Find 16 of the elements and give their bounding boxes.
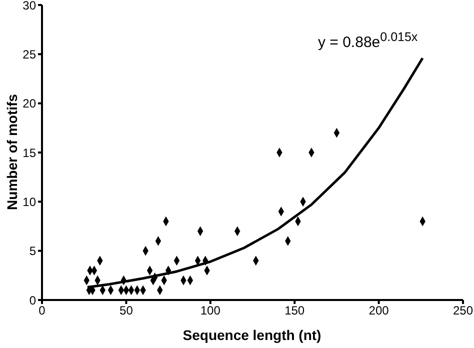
annotation: y = 0.88e$^{0.015x}$ [318, 30, 418, 51]
y-tick-label: 25 [22, 47, 36, 62]
y-tick-label: 30 [22, 0, 36, 12]
y-tick-label: 0 [29, 293, 36, 308]
x-tick-label: 150 [284, 304, 305, 318]
x-tick-label: 50 [120, 304, 134, 318]
y-tick-label: 5 [29, 244, 36, 258]
y-axis-title: Number of motifs [4, 94, 20, 210]
x-axis-title: Sequence length (nt) [182, 327, 322, 343]
x-tick-label: 200 [368, 304, 390, 318]
y-tick-label: 10 [22, 194, 36, 209]
x-tick-label: 100 [200, 304, 221, 318]
x-tick-label: 0 [38, 304, 46, 318]
y-tick-label: 20 [22, 96, 36, 111]
y-tick-label: 15 [22, 146, 36, 160]
x-tick-label: 250 [452, 304, 474, 318]
